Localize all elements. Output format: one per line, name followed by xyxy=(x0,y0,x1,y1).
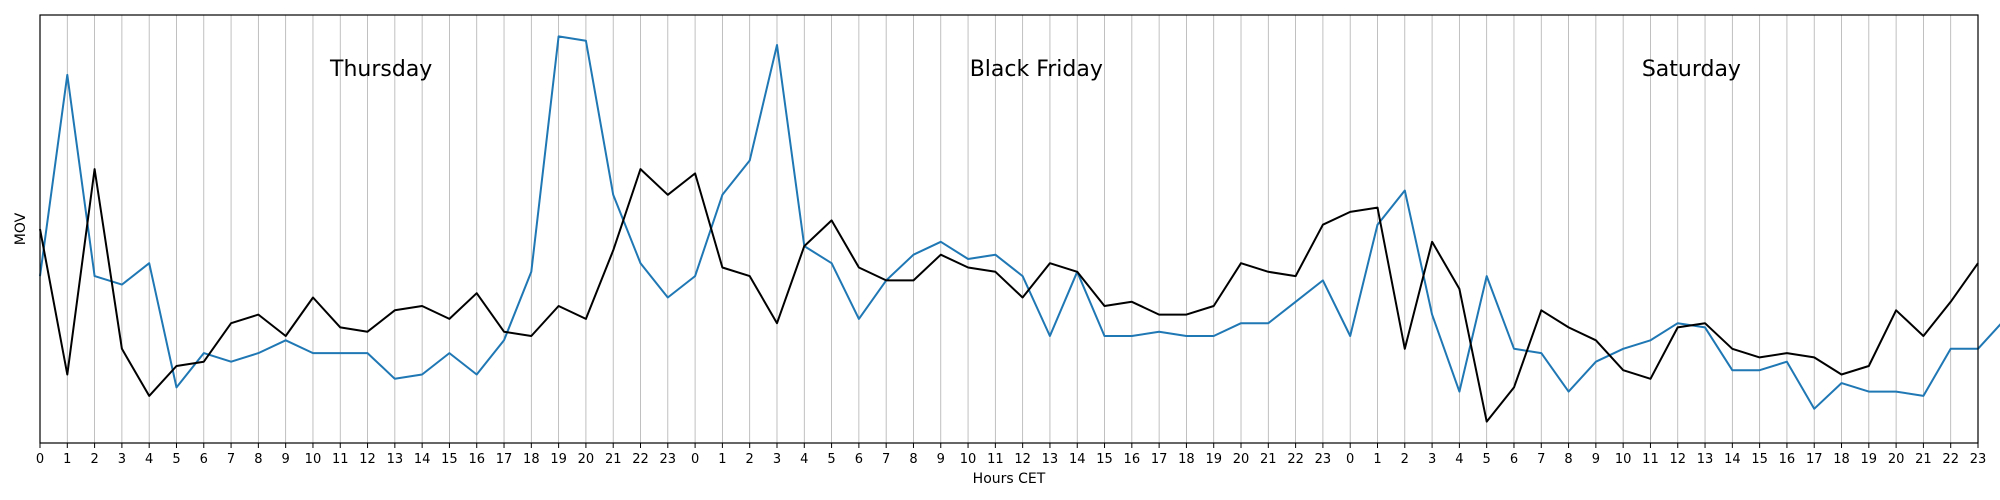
x-tick-label: 11 xyxy=(1642,452,1659,467)
x-tick-label: 8 xyxy=(1564,452,1572,467)
x-tick-label: 10 xyxy=(305,452,322,467)
series-line-1 xyxy=(39,35,2000,410)
x-tick-label: 22 xyxy=(632,452,649,467)
x-tick-label: 16 xyxy=(1779,452,1796,467)
x-tick-label: 3 xyxy=(773,452,781,467)
x-tick-label: 20 xyxy=(578,452,595,467)
plot-frame xyxy=(39,14,1979,444)
x-tick-label: 21 xyxy=(605,452,622,467)
x-tick-label: 5 xyxy=(827,452,835,467)
x-tick-label: 1 xyxy=(63,452,71,467)
x-tick-label: 9 xyxy=(1592,452,1600,467)
x-tick-label: 18 xyxy=(523,452,540,467)
series-line-2 xyxy=(39,168,1979,423)
x-tick-label: 2 xyxy=(746,452,754,467)
x-tick-label: 21 xyxy=(1260,452,1277,467)
x-tick-label: 7 xyxy=(882,452,890,467)
x-tick-label: 12 xyxy=(1014,452,1031,467)
x-tick-label: 17 xyxy=(1151,452,1168,467)
x-axis-label: Hours CET xyxy=(973,471,1046,487)
x-tick-label: 0 xyxy=(1346,452,1354,467)
x-tick-label: 1 xyxy=(718,452,726,467)
x-tick-label: 23 xyxy=(1315,452,1332,467)
x-tick-label: 21 xyxy=(1915,452,1932,467)
day-label: Black Friday xyxy=(970,57,1103,82)
x-tick-label: 17 xyxy=(1806,452,1823,467)
x-tick-label: 14 xyxy=(414,452,431,467)
x-tick-label: 6 xyxy=(855,452,863,467)
x-tick-label: 8 xyxy=(254,452,262,467)
x-tick-label: 11 xyxy=(987,452,1004,467)
x-tick-label: 15 xyxy=(1096,452,1113,467)
x-tick-label: 12 xyxy=(1669,452,1686,467)
x-tick-label: 13 xyxy=(1697,452,1714,467)
x-tick-label: 13 xyxy=(387,452,404,467)
x-tick-label: 20 xyxy=(1888,452,1905,467)
x-tick-label: 5 xyxy=(1483,452,1491,467)
x-tick-label: 13 xyxy=(1042,452,1059,467)
x-tick-label: 18 xyxy=(1178,452,1195,467)
x-tick-label: 18 xyxy=(1833,452,1850,467)
x-tick-label: 15 xyxy=(441,452,458,467)
x-tick-label: 7 xyxy=(1537,452,1545,467)
series-lines xyxy=(39,35,2000,423)
x-tick-label: 4 xyxy=(145,452,153,467)
x-tick-label: 19 xyxy=(550,452,567,467)
x-tick-label: 4 xyxy=(1455,452,1463,467)
x-tick-label: 5 xyxy=(172,452,180,467)
x-tick-label: 10 xyxy=(960,452,977,467)
x-tick-label: 2 xyxy=(1401,452,1409,467)
x-tick-label: 14 xyxy=(1724,452,1741,467)
x-tick-label: 3 xyxy=(1428,452,1436,467)
x-tick-label: 23 xyxy=(660,452,677,467)
x-tick-label: 7 xyxy=(227,452,235,467)
x-tick-label: 19 xyxy=(1205,452,1222,467)
x-tick-label: 9 xyxy=(937,452,945,467)
x-axis-ticks: 0 1 2 3 4 5 6 7 8 9 10 11 12 13 14 15 16 17 18 19 20 21 22 23 0 1… xyxy=(36,443,1986,467)
x-tick-label: 11 xyxy=(332,452,349,467)
day-labels: Thursday Black Friday Saturday xyxy=(329,57,1741,82)
x-tick-label: 10 xyxy=(1615,452,1632,467)
x-tick-label: 3 xyxy=(118,452,126,467)
day-label: Thursday xyxy=(329,57,432,82)
x-tick-label: 6 xyxy=(200,452,208,467)
x-tick-label: 17 xyxy=(496,452,513,467)
x-tick-label: 19 xyxy=(1861,452,1878,467)
x-tick-label: 8 xyxy=(909,452,917,467)
x-tick-label: 1 xyxy=(1373,452,1381,467)
x-tick-label: 14 xyxy=(1069,452,1086,467)
x-tick-label: 0 xyxy=(36,452,44,467)
x-tick-label: 2 xyxy=(90,452,98,467)
x-tick-label: 12 xyxy=(359,452,376,467)
x-tick-label: 22 xyxy=(1942,452,1959,467)
x-tick-label: 0 xyxy=(691,452,699,467)
y-axis-label: MOV xyxy=(13,212,29,245)
day-label: Saturday xyxy=(1642,57,1741,82)
x-tick-label: 4 xyxy=(800,452,808,467)
x-tick-label: 16 xyxy=(1124,452,1141,467)
x-tick-label: 9 xyxy=(282,452,290,467)
vertical-grid xyxy=(39,15,1979,443)
x-tick-label: 6 xyxy=(1510,452,1518,467)
x-tick-label: 23 xyxy=(1970,452,1987,467)
x-tick-label: 15 xyxy=(1751,452,1768,467)
x-tick-label: 20 xyxy=(1233,452,1250,467)
x-tick-label: 16 xyxy=(468,452,485,467)
x-tick-label: 22 xyxy=(1287,452,1304,467)
